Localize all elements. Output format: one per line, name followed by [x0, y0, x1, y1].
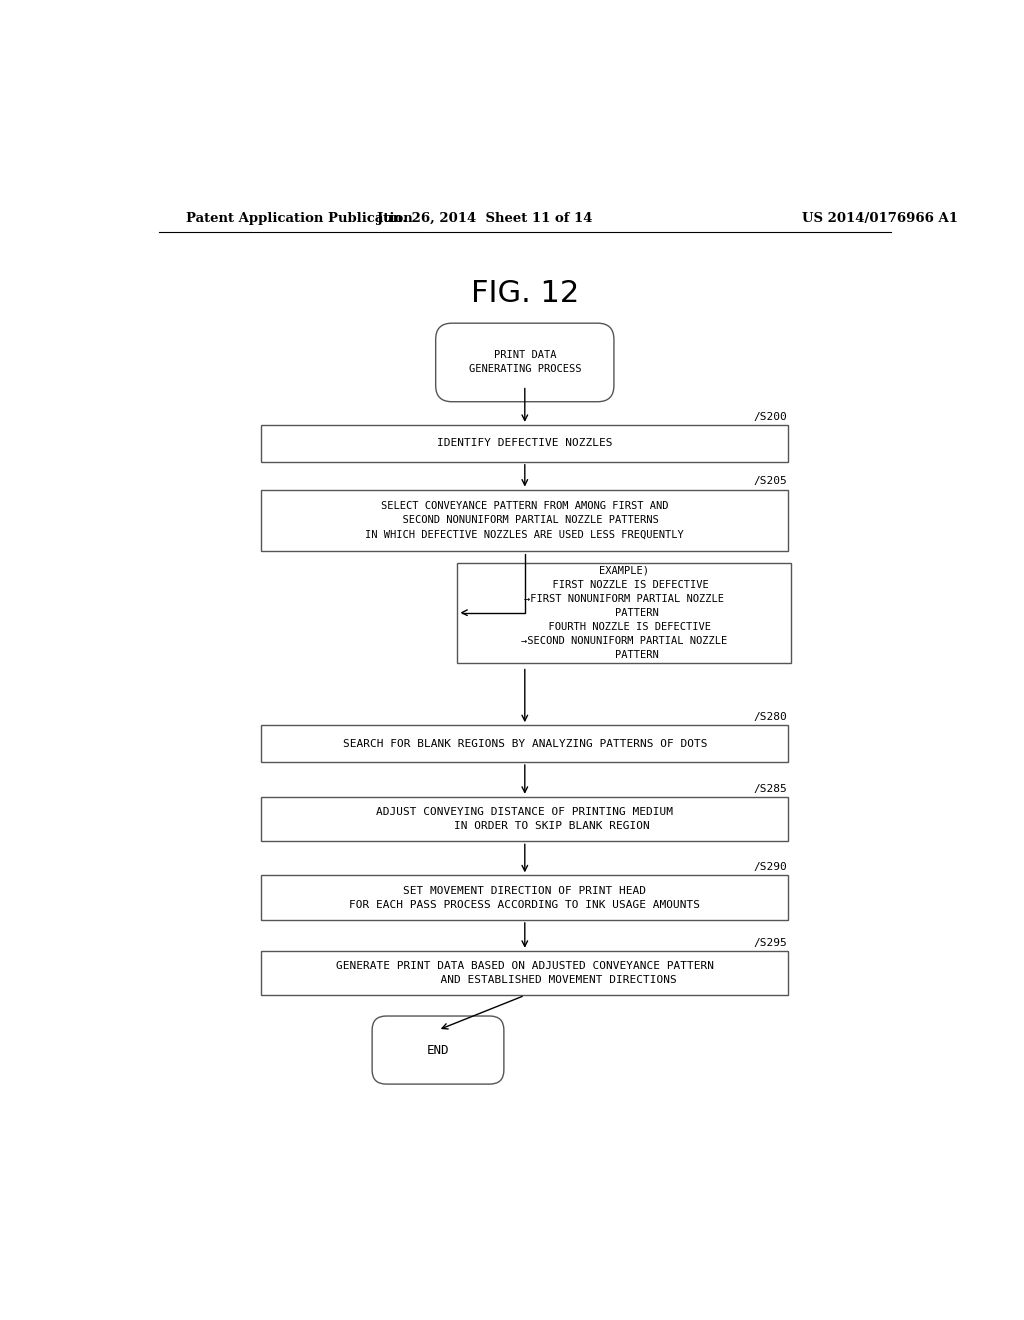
Bar — [261, 490, 788, 552]
Text: Jun. 26, 2014  Sheet 11 of 14: Jun. 26, 2014 Sheet 11 of 14 — [377, 213, 592, 224]
Text: PRINT DATA
GENERATING PROCESS: PRINT DATA GENERATING PROCESS — [469, 350, 581, 375]
Text: ∕S200: ∕S200 — [753, 412, 786, 422]
Text: IDENTIFY DEFECTIVE NOZZLES: IDENTIFY DEFECTIVE NOZZLES — [437, 438, 612, 449]
Bar — [261, 797, 788, 841]
Text: US 2014/0176966 A1: US 2014/0176966 A1 — [802, 213, 958, 224]
Bar — [261, 725, 788, 762]
Bar — [261, 425, 788, 462]
Text: ∕S280: ∕S280 — [753, 711, 786, 722]
FancyBboxPatch shape — [372, 1016, 504, 1084]
Bar — [261, 950, 788, 995]
Text: GENERATE PRINT DATA BASED ON ADJUSTED CONVEYANCE PATTERN
          AND ESTABLISH: GENERATE PRINT DATA BASED ON ADJUSTED CO… — [336, 961, 714, 985]
Text: EXAMPLE)
  FIRST NOZZLE IS DEFECTIVE
→FIRST NONUNIFORM PARTIAL NOZZLE
    PATTER: EXAMPLE) FIRST NOZZLE IS DEFECTIVE →FIRS… — [521, 566, 727, 660]
Text: SEARCH FOR BLANK REGIONS BY ANALYZING PATTERNS OF DOTS: SEARCH FOR BLANK REGIONS BY ANALYZING PA… — [343, 739, 707, 748]
Bar — [261, 875, 788, 920]
Text: FIG. 12: FIG. 12 — [471, 279, 579, 308]
Text: ∕S295: ∕S295 — [753, 937, 786, 948]
Text: ADJUST CONVEYING DISTANCE OF PRINTING MEDIUM
        IN ORDER TO SKIP BLANK REGI: ADJUST CONVEYING DISTANCE OF PRINTING ME… — [376, 807, 674, 832]
Text: END: END — [427, 1044, 450, 1056]
Text: SELECT CONVEYANCE PATTERN FROM AMONG FIRST AND
  SECOND NONUNIFORM PARTIAL NOZZL: SELECT CONVEYANCE PATTERN FROM AMONG FIR… — [366, 502, 684, 540]
Text: ∕S290: ∕S290 — [753, 862, 786, 873]
Text: Patent Application Publication: Patent Application Publication — [186, 213, 413, 224]
Bar — [458, 562, 791, 663]
Text: SET MOVEMENT DIRECTION OF PRINT HEAD
FOR EACH PASS PROCESS ACCORDING TO INK USAG: SET MOVEMENT DIRECTION OF PRINT HEAD FOR… — [349, 886, 700, 909]
Text: ∕S205: ∕S205 — [753, 477, 786, 487]
Text: ∕S285: ∕S285 — [753, 784, 786, 793]
FancyBboxPatch shape — [435, 323, 614, 401]
